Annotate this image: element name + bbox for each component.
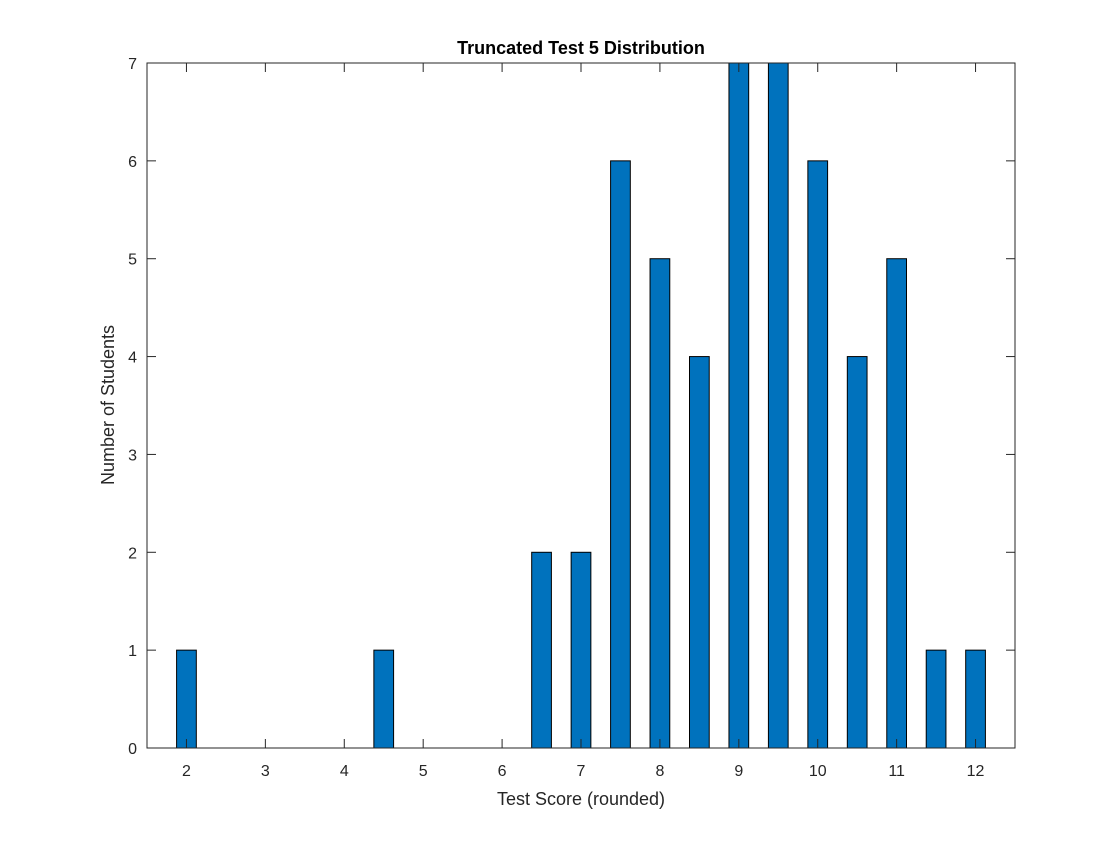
bar (965, 649, 986, 749)
bar (767, 62, 789, 749)
y-tick-label: 0 (128, 741, 137, 758)
bar (728, 62, 750, 749)
x-tick-label: 4 (340, 763, 349, 780)
y-tick-label: 6 (128, 154, 137, 171)
x-tick-label: 6 (498, 763, 507, 780)
y-tick-label: 7 (128, 56, 137, 73)
bar (846, 356, 868, 749)
bar (531, 551, 552, 749)
bars-group (176, 62, 986, 749)
bar (176, 649, 197, 749)
y-tick-label: 1 (128, 643, 137, 660)
y-axis-label: Number of Students (98, 325, 118, 485)
x-axis-label: Test Score (rounded) (497, 789, 665, 809)
y-tick-label: 2 (128, 545, 137, 562)
bar (570, 551, 592, 749)
x-tick-label: 2 (182, 763, 191, 780)
x-tick-label: 8 (655, 763, 664, 780)
y-tick-label: 4 (128, 350, 137, 367)
x-tick-label: 11 (888, 763, 905, 780)
x-tick-label: 5 (419, 763, 428, 780)
bar (689, 356, 710, 749)
x-tick-label: 9 (734, 763, 743, 780)
bar (886, 258, 907, 749)
x-tick-label: 10 (809, 763, 827, 780)
x-tick-label: 7 (577, 763, 586, 780)
y-tick-label: 3 (128, 447, 137, 464)
bar (373, 649, 395, 749)
x-tick-label: 3 (261, 763, 270, 780)
x-tick-label: 12 (967, 763, 985, 780)
bar (925, 649, 947, 749)
bar (610, 160, 631, 749)
y-tick-label: 5 (128, 252, 137, 269)
bar (807, 160, 829, 749)
bar (649, 258, 671, 749)
chart-title: Truncated Test 5 Distribution (457, 38, 705, 58)
